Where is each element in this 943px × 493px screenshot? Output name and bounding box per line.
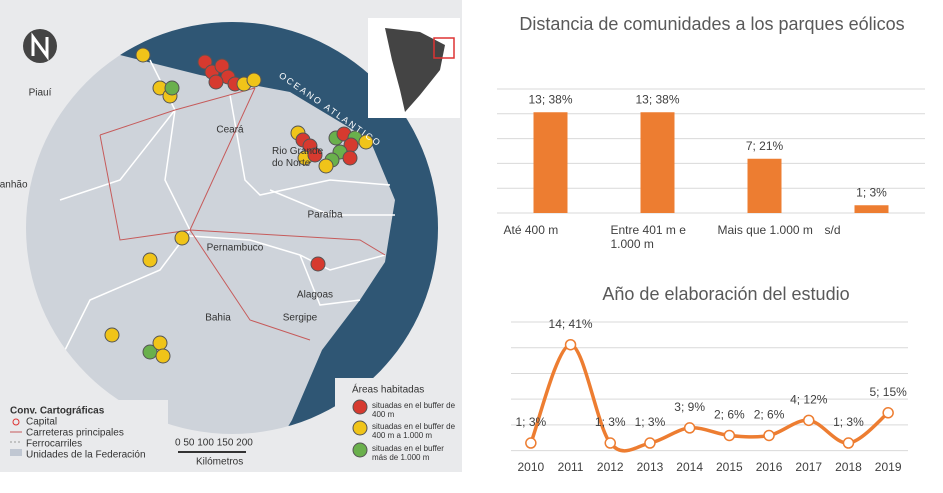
x-tick-label: Mais que 1.000 m bbox=[717, 223, 813, 237]
map-label: Conv. Cartográficas bbox=[10, 406, 105, 417]
state-symbol bbox=[10, 449, 22, 456]
point bbox=[723, 429, 736, 442]
data-label: 3; 9% bbox=[674, 400, 705, 414]
bar bbox=[747, 158, 782, 213]
x-tick-label: 2012 bbox=[597, 460, 624, 474]
map-label: Carreteras principales bbox=[26, 428, 124, 439]
data-label: 2; 6% bbox=[714, 408, 745, 422]
data-label: 1; 3% bbox=[516, 415, 547, 429]
point bbox=[803, 414, 815, 427]
wind-farm bbox=[342, 150, 358, 166]
map-label: Áreas habitadas bbox=[352, 383, 424, 396]
roads bbox=[99, 87, 386, 341]
wind-farm bbox=[358, 134, 374, 150]
wind-farm bbox=[246, 72, 262, 88]
wind-farm bbox=[142, 252, 158, 268]
map-label: Ferrocarriles bbox=[26, 439, 82, 450]
chart-title: Año de elaboración del estudio bbox=[602, 284, 850, 304]
map-label: Piauí bbox=[29, 88, 52, 99]
x-tick-label: 2017 bbox=[795, 460, 822, 474]
legend-red bbox=[352, 399, 368, 415]
x-tick-label: 2014 bbox=[676, 460, 703, 474]
map-label: Maranhão bbox=[0, 180, 28, 191]
data-label: 1; 3% bbox=[856, 185, 887, 199]
map-label: Kilómetros bbox=[196, 457, 243, 468]
point bbox=[525, 437, 537, 449]
wind-farm bbox=[310, 256, 326, 272]
x-tick-label: 2018 bbox=[835, 460, 862, 474]
wind-farm bbox=[104, 327, 120, 343]
x-tick-label: 2015 bbox=[716, 460, 743, 474]
x-tick-label: s/d bbox=[824, 223, 841, 237]
x-tick-label: 2010 bbox=[517, 460, 544, 474]
legend-yellow bbox=[352, 420, 368, 436]
data-label: 4; 12% bbox=[790, 393, 828, 407]
legend-green bbox=[352, 442, 368, 458]
data-label: 1; 3% bbox=[595, 415, 626, 429]
x-tick-label: Entre 401 m e 1.000 m bbox=[610, 223, 686, 251]
x-tick-label: 2016 bbox=[756, 460, 783, 474]
wind-farm bbox=[307, 147, 323, 163]
wind-farm bbox=[135, 47, 151, 63]
map-label: Paraíba bbox=[307, 210, 342, 221]
inset-continent bbox=[385, 28, 445, 112]
conventions-box bbox=[8, 400, 168, 462]
wind-farm bbox=[208, 74, 224, 90]
chart-title: Distancia de comunidades a los parques e… bbox=[519, 14, 905, 34]
point bbox=[683, 422, 696, 434]
legend-label: situadas en el buffer de 400 m bbox=[372, 401, 456, 419]
x-tick-label: 2019 bbox=[875, 460, 902, 474]
wind-farm-symbols bbox=[104, 47, 374, 364]
line bbox=[529, 342, 890, 453]
point bbox=[604, 437, 616, 449]
point bbox=[644, 437, 656, 449]
x-tick-label: 2013 bbox=[637, 460, 664, 474]
point bbox=[763, 429, 775, 442]
point bbox=[842, 437, 855, 449]
map-label: Ceará bbox=[216, 125, 244, 136]
x-tick-label: Até 400 m bbox=[503, 223, 559, 237]
bar bbox=[640, 112, 675, 213]
north-arrow-n bbox=[31, 32, 49, 61]
map-label: 0 50 100 150 200 bbox=[175, 438, 253, 449]
capital-symbol bbox=[12, 418, 20, 426]
wind-farm bbox=[155, 348, 171, 364]
legend-label: situadas en el buffer de 400 m a 1.000 m bbox=[372, 422, 456, 440]
wind-farm bbox=[164, 80, 180, 96]
x-tick-label: 2011 bbox=[558, 460, 584, 474]
data-label: 14; 41% bbox=[549, 317, 593, 331]
map-label: Alagoas bbox=[297, 290, 333, 301]
data-label: 2; 6% bbox=[754, 408, 785, 422]
legend-label: situadas en el buffer más de 1.000 m bbox=[372, 444, 444, 462]
wind-farm bbox=[152, 335, 168, 351]
bar bbox=[854, 205, 889, 213]
wind-farm bbox=[174, 230, 190, 246]
data-label: 13; 38% bbox=[635, 92, 679, 106]
wind-farm bbox=[318, 158, 334, 174]
map-label: Unidades de la Federación bbox=[26, 450, 146, 461]
data-label: 7; 21% bbox=[746, 139, 784, 153]
bar bbox=[533, 112, 568, 213]
map-label: Sergipe bbox=[283, 313, 318, 324]
data-label: 1; 3% bbox=[635, 415, 666, 429]
inset-highlight bbox=[433, 37, 455, 59]
map-label: Bahia bbox=[205, 313, 231, 324]
map-label: Rio Grande do Norte bbox=[272, 146, 324, 169]
point bbox=[882, 407, 894, 419]
map-label: Pernambuco bbox=[207, 243, 264, 254]
map-label: Capital bbox=[26, 417, 57, 428]
data-label: 5; 15% bbox=[869, 385, 907, 399]
data-label: 1; 3% bbox=[833, 415, 864, 429]
point bbox=[564, 338, 577, 351]
data-label: 13; 38% bbox=[528, 92, 572, 106]
